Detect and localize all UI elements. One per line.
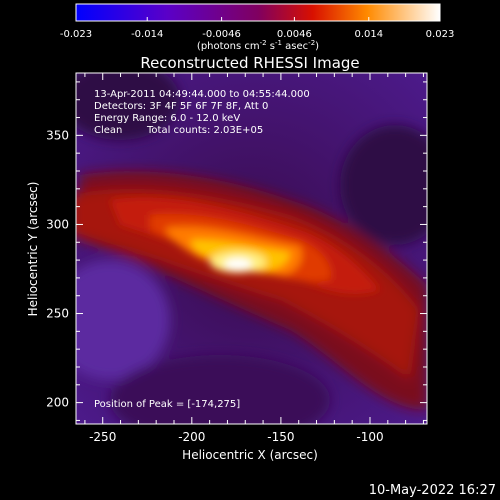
y-tick-label: 250 <box>46 307 69 321</box>
x-tick-label: -150 <box>267 430 294 444</box>
colorbar-tick-label: 0.0046 <box>277 29 312 40</box>
x-axis-label: Heliocentric X (arcsec) <box>182 448 318 462</box>
annotation-detectors: Detectors: 3F 4F 5F 6F 7F 8F, Att 0 <box>94 101 268 112</box>
annotation-energy: Energy Range: 6.0 - 12.0 keV <box>94 113 240 124</box>
y-tick-label: 200 <box>46 396 69 410</box>
annotation-method: Clean <box>94 125 122 136</box>
colorbar-tick-label: -0.014 <box>131 29 163 40</box>
annotation-time: 13-Apr-2011 04:49:44.000 to 04:55:44.000 <box>94 89 310 100</box>
annotation-counts: Total counts: 2.03E+05 <box>146 125 263 136</box>
colorbar-tick-label: 0.014 <box>354 29 383 40</box>
plot-frame <box>75 72 428 425</box>
x-tick-label: -250 <box>89 430 116 444</box>
colorbar-label: (photons cm-2 s-1 asec-2) <box>197 39 319 52</box>
y-tick-label: 300 <box>46 217 69 231</box>
footer-timestamp: 10-May-2022 16:27 <box>369 483 496 498</box>
annotation-peak: Position of Peak = [-174,275] <box>94 399 240 410</box>
y-axis-label: Heliocentric Y (arcsec) <box>26 182 40 317</box>
colorbar <box>75 3 441 22</box>
x-tick-label: -200 <box>178 430 205 444</box>
x-tick-label: -100 <box>356 430 383 444</box>
colorbar-tick-label: -0.0046 <box>202 29 241 40</box>
chart-title: Reconstructed RHESSI Image <box>140 54 359 72</box>
heatmap-image <box>76 73 427 424</box>
colorbar-ticks: -0.023 -0.014 -0.0046 0.0046 0.014 0.023 <box>60 17 454 40</box>
colorbar-tick-label: -0.023 <box>60 29 92 40</box>
axis-ticks: -250 -200 -150 -100 200 250 300 350 <box>46 73 427 444</box>
colorbar-tick-label: 0.023 <box>426 29 455 40</box>
y-tick-label: 350 <box>46 128 69 142</box>
